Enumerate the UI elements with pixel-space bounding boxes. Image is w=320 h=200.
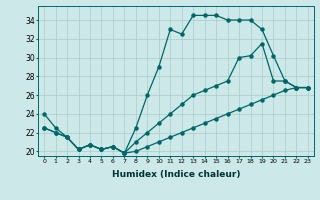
X-axis label: Humidex (Indice chaleur): Humidex (Indice chaleur): [112, 170, 240, 179]
